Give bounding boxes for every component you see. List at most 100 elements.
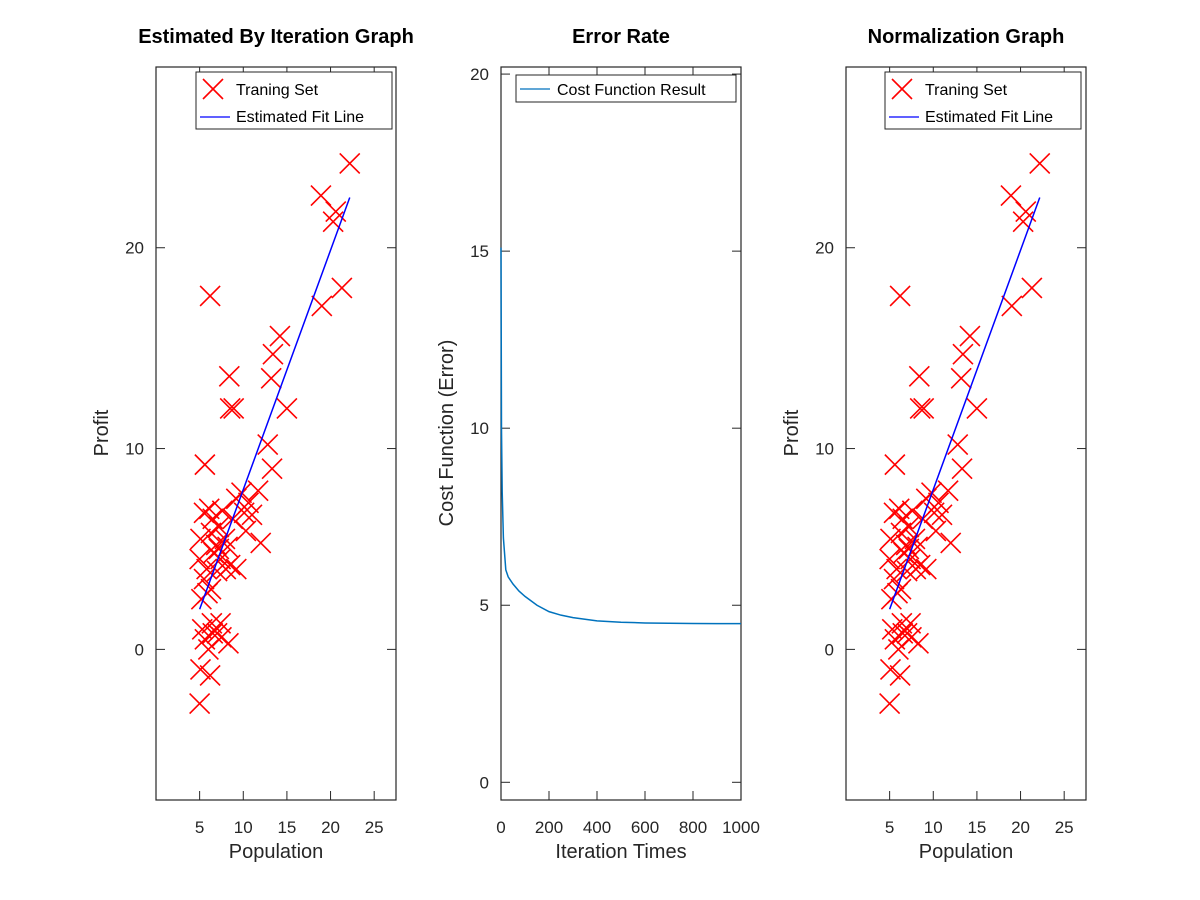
legend-entry-training-set: Traning Set: [925, 82, 1008, 99]
legend-entry-fit-line: Estimated Fit Line: [236, 109, 364, 126]
plot-area: 5 10 15 20 25 0 10 20: [125, 66, 397, 837]
legend: Cost Function Result: [515, 74, 737, 103]
data-point: [260, 367, 282, 389]
data-point: [966, 397, 988, 419]
x-axis-label: Iteration Times: [555, 841, 686, 863]
data-point: [931, 504, 953, 526]
data-point: [947, 433, 969, 456]
y-tick-label: 5: [480, 596, 489, 615]
data-point: [913, 397, 935, 419]
x-tick-label: 200: [535, 818, 563, 837]
x-tick-label: 15: [967, 818, 986, 837]
data-point: [189, 658, 212, 681]
data-point: [889, 285, 911, 307]
legend-marker-x-icon: [891, 78, 913, 100]
data-point: [189, 693, 211, 715]
x-tick-label: 800: [679, 818, 707, 837]
legend: Traning Set Estimated Fit Line: [884, 71, 1082, 130]
data-point: [216, 536, 239, 558]
y-tick-label: 0: [480, 773, 489, 792]
y-axis-label: Profit: [781, 409, 803, 456]
data-point: [900, 548, 922, 570]
data-point: [1021, 277, 1043, 299]
legend-entry-fit-line: Estimated Fit Line: [925, 109, 1053, 126]
data-point: [217, 632, 240, 654]
data-point: [937, 480, 959, 502]
data-point: [210, 612, 232, 634]
data-point: [257, 433, 279, 456]
x-tick-label: 5: [885, 818, 894, 837]
data-point: [199, 664, 221, 687]
x-tick-label: 20: [321, 818, 340, 837]
plot-area: 5 10 15 20 25 0 10 20: [815, 66, 1087, 837]
y-tick-label: 0: [825, 640, 834, 659]
data-point: [235, 520, 257, 542]
fit-line: [198, 197, 351, 610]
panel-title: Normalization Graph: [868, 26, 1065, 48]
x-tick-label: 15: [277, 818, 296, 837]
data-point: [900, 612, 922, 634]
legend-box: [884, 71, 1082, 130]
data-point: [901, 500, 923, 522]
panel-title: Error Rate: [572, 26, 670, 48]
x-tick-label: 0: [496, 818, 505, 837]
data-point: [891, 612, 913, 634]
data-point: [218, 365, 240, 387]
x-tick-label: 5: [195, 818, 204, 837]
data-point: [247, 480, 269, 502]
data-point: [915, 558, 937, 580]
data-point: [219, 397, 241, 419]
data-point: [276, 397, 298, 419]
cost-function-line: [500, 247, 741, 625]
y-tick-label: 10: [815, 440, 834, 459]
data-point: [952, 343, 974, 365]
data-point: [219, 554, 241, 576]
data-point: [907, 632, 930, 654]
legend: Traning Set Estimated Fit Line: [195, 71, 393, 130]
x-tick-label: 10: [234, 818, 253, 837]
data-point: [909, 397, 931, 419]
data-point: [951, 458, 973, 480]
axes-box: [155, 66, 397, 801]
legend-box: [195, 71, 393, 130]
y-tick-label: 20: [470, 65, 489, 84]
data-point: [959, 325, 981, 347]
data-point: [310, 184, 332, 207]
data-point: [331, 277, 353, 299]
data-point: [261, 458, 283, 480]
fit-line: [888, 197, 1041, 610]
data-point: [898, 538, 920, 560]
panel-estimated-by-iteration: Estimated By Iteration Graph Population …: [91, 26, 414, 863]
data-point: [237, 492, 260, 514]
data-point: [250, 532, 272, 554]
y-axis-label: Cost Function (Error): [436, 340, 458, 527]
panel-title: Estimated By Iteration Graph: [138, 26, 414, 48]
data-point: [223, 397, 245, 419]
legend-marker-x-icon: [202, 78, 224, 100]
y-tick-label: 0: [135, 640, 144, 659]
x-tick-label: 20: [1011, 818, 1030, 837]
data-point: [1001, 295, 1023, 317]
y-tick-label: 15: [470, 242, 489, 261]
data-point: [269, 325, 291, 347]
y-tick-label: 20: [815, 239, 834, 258]
legend-entry-training-set: Traning Set: [236, 82, 319, 99]
data-point: [908, 365, 930, 387]
data-point: [201, 612, 223, 634]
data-point: [927, 492, 950, 514]
data-point: [241, 504, 263, 526]
data-point: [879, 693, 901, 715]
data-point: [339, 152, 361, 174]
x-tick-label: 25: [365, 818, 384, 837]
plot-area: 0 200 400 600 800 1000 0 5 10 15 20: [470, 65, 760, 837]
x-tick-label: 400: [583, 818, 611, 837]
x-tick-label: 600: [631, 818, 659, 837]
data-point: [194, 454, 216, 476]
y-tick-label: 10: [125, 440, 144, 459]
data-point: [225, 558, 247, 580]
data-point: [208, 538, 230, 560]
data-point: [262, 343, 284, 365]
x-tick-label: 1000: [722, 818, 760, 837]
